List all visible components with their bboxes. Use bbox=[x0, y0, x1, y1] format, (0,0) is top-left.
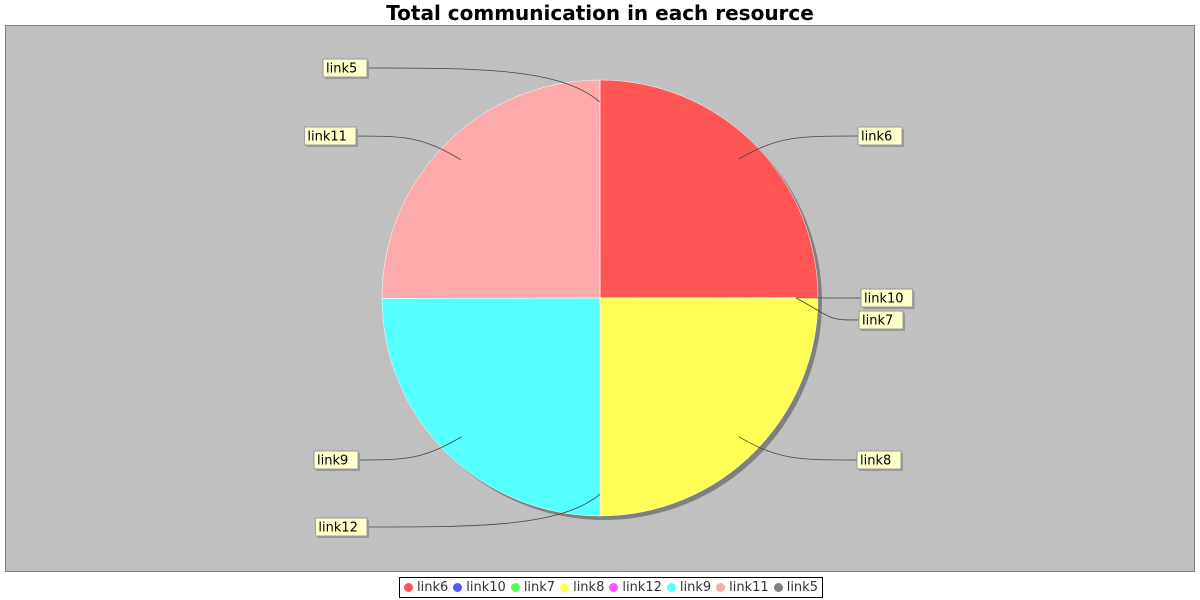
slice-label-text: link11 bbox=[307, 130, 347, 145]
slice-label-box bbox=[322, 58, 368, 78]
legend-item-link7: link7 bbox=[510, 580, 556, 595]
legend-swatch bbox=[453, 583, 463, 592]
legend-swatch bbox=[510, 583, 520, 592]
leader-line-link9 bbox=[351, 436, 462, 461]
legend-label: link12 bbox=[622, 580, 662, 595]
slice-label-link11: link11 bbox=[303, 126, 358, 147]
legend-swatch bbox=[773, 583, 783, 592]
slice-label-text: link6 bbox=[861, 130, 892, 145]
leader-line-link7 bbox=[796, 297, 860, 321]
legend-item-link11: link11 bbox=[716, 580, 769, 595]
legend-label: link7 bbox=[523, 580, 556, 595]
leader-line-link5 bbox=[360, 67, 600, 103]
slice-label-text: link8 bbox=[860, 454, 891, 469]
legend-item-link5: link5 bbox=[773, 580, 818, 595]
plot-area: link6 link10 link7 link8 link12 link9 link11 li… bbox=[5, 25, 1195, 572]
slice-label-box bbox=[303, 126, 357, 146]
legend-item-link6: link6 bbox=[404, 580, 448, 595]
legend-swatch bbox=[560, 583, 570, 592]
legend-label: link10 bbox=[466, 580, 506, 595]
slice-label-link7: link7 bbox=[858, 310, 905, 331]
pie-chart: link6 link10 link7 link8 link12 link9 link11 li… bbox=[303, 58, 915, 538]
legend-label: link11 bbox=[729, 580, 769, 595]
slice-label-link8: link8 bbox=[856, 450, 903, 471]
legend-item-link10: link10 bbox=[453, 580, 506, 595]
leader-line-link8 bbox=[738, 436, 858, 461]
legend-label: link5 bbox=[786, 580, 818, 595]
leader-line-link11 bbox=[349, 135, 462, 161]
legend-label: link8 bbox=[573, 580, 605, 595]
legend-item-link8: link8 bbox=[560, 580, 604, 595]
slice-label-link6: link6 bbox=[857, 126, 904, 147]
pie-slice-link11[interactable] bbox=[381, 79, 601, 299]
leader-line-link6 bbox=[738, 135, 859, 160]
slice-label-text: link9 bbox=[317, 454, 348, 469]
legend-swatch bbox=[666, 583, 676, 592]
pie-slice-link8[interactable] bbox=[599, 297, 819, 517]
pie-slice-link6[interactable] bbox=[599, 79, 819, 299]
legend: link6 link10 link7 link8 link12 link9 link11 li… bbox=[399, 577, 823, 598]
slice-label-box bbox=[314, 517, 368, 537]
legend-swatch bbox=[716, 583, 726, 592]
slice-label-text: link5 bbox=[326, 62, 357, 77]
slice-label-box bbox=[856, 450, 902, 470]
slice-label-link10: link10 bbox=[860, 288, 915, 309]
legend-item-link12: link12 bbox=[609, 580, 662, 595]
legend-swatch bbox=[404, 583, 413, 592]
pie-slice-link5[interactable] bbox=[598, 79, 601, 299]
legend-label: link6 bbox=[417, 580, 449, 595]
slice-label-text: link12 bbox=[318, 521, 358, 536]
slice-label-link5: link5 bbox=[322, 58, 369, 79]
legend-item-link9: link9 bbox=[666, 580, 712, 595]
slice-label-text: link10 bbox=[864, 292, 904, 307]
legend-swatch bbox=[609, 583, 619, 592]
slice-label-link12: link12 bbox=[314, 517, 369, 538]
slice-label-box bbox=[857, 126, 903, 146]
chart-title: Total communication in each resource bbox=[386, 1, 814, 25]
slice-label-box bbox=[313, 450, 359, 470]
legend-label: link9 bbox=[679, 580, 712, 595]
slice-label-link9: link9 bbox=[313, 450, 360, 471]
slice-label-box bbox=[860, 288, 914, 308]
slice-label-box bbox=[858, 310, 904, 330]
slice-label-text: link7 bbox=[862, 314, 893, 329]
leader-line-link12 bbox=[360, 493, 601, 528]
pie-slice-link9[interactable] bbox=[381, 297, 601, 517]
